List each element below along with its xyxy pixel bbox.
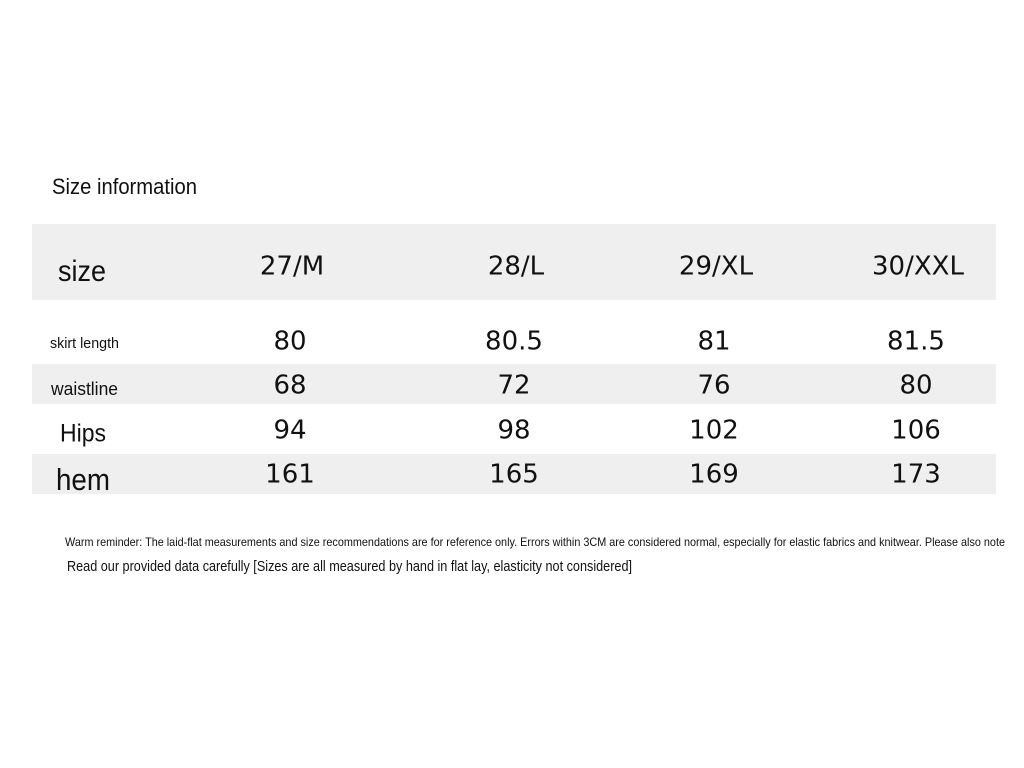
cell: 102 (689, 416, 739, 446)
cell: 80.5 (485, 327, 543, 357)
note: Read our provided data carefully [Sizes … (67, 558, 632, 575)
row-label: hem (56, 462, 110, 497)
header-cell: 28/L (488, 252, 545, 282)
row-band (32, 454, 996, 494)
cell: 80 (273, 327, 306, 357)
cell: 106 (891, 416, 941, 446)
header-band (32, 224, 996, 300)
title: Size information (52, 174, 197, 199)
header-cell: 30/XXL (872, 252, 964, 282)
header-cell: 27/M (260, 252, 324, 282)
cell: 173 (891, 460, 941, 490)
cell: 76 (697, 371, 730, 401)
row-label: Hips (60, 420, 106, 448)
row-label: skirt length (50, 335, 119, 352)
cell: 169 (689, 460, 739, 490)
cell: 68 (273, 371, 306, 401)
cell: 165 (489, 460, 539, 490)
row-band (32, 364, 996, 404)
cell: 94 (273, 416, 306, 446)
cell: 81.5 (887, 327, 945, 357)
cell: 80 (899, 371, 932, 401)
cell: 72 (497, 371, 530, 401)
header-cell: 29/XL (679, 252, 754, 282)
row-label: waistline (50, 379, 118, 399)
table: size 27/M 28/L 29/XL 30/XXL skirt length 80 80.… (50, 252, 964, 498)
cell: 98 (497, 416, 530, 446)
cell: 161 (265, 460, 315, 490)
note: Warm reminder: The laid-flat measurement… (65, 535, 1005, 549)
header-cell: size (58, 255, 106, 288)
cell: 81 (697, 327, 730, 357)
